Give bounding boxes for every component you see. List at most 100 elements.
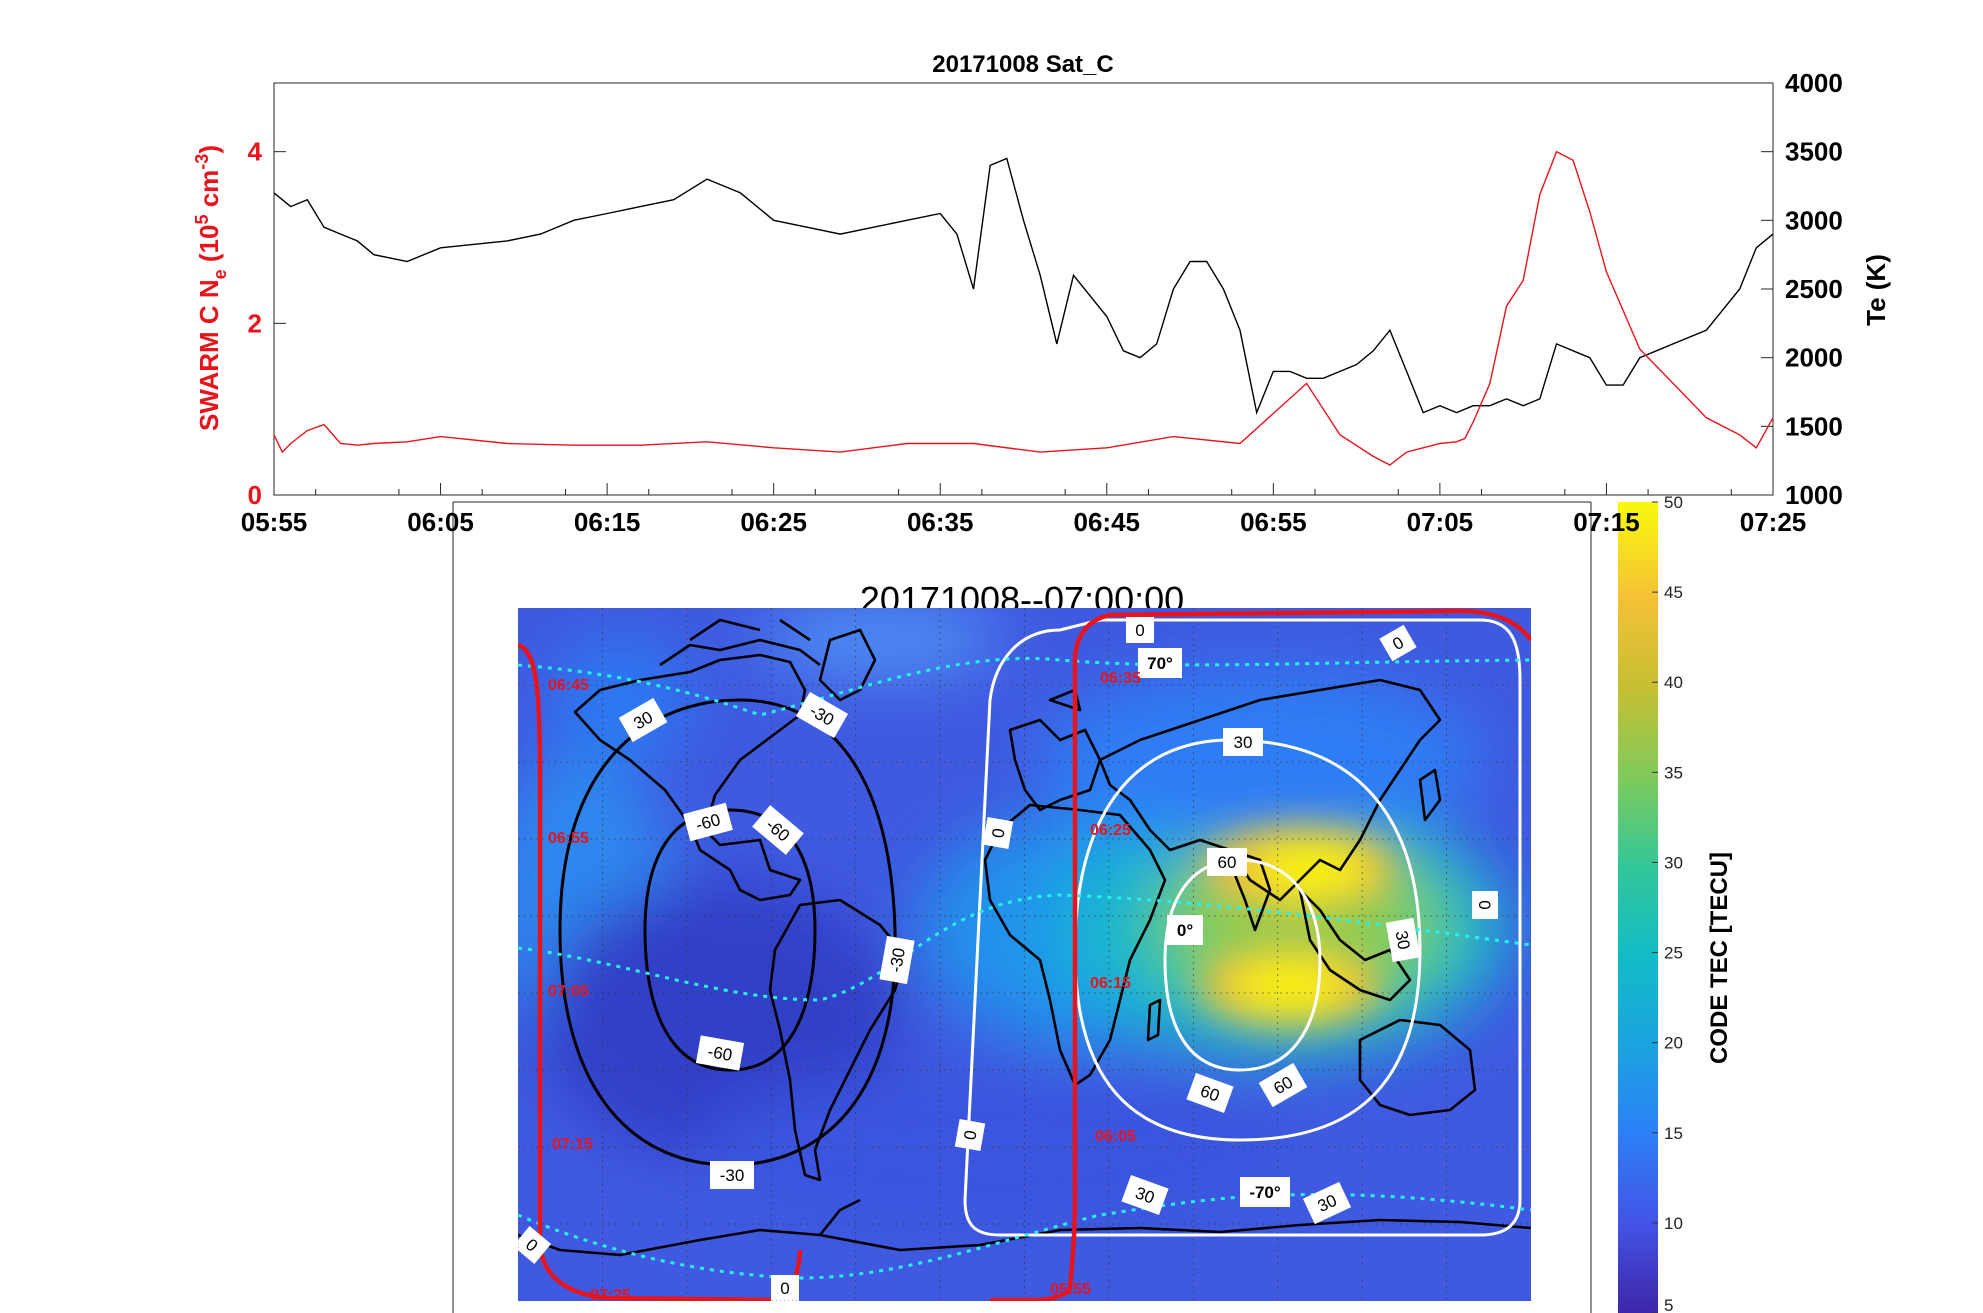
- southeast-asia-outline: [1298, 888, 1412, 1002]
- right-tick-label: 4000: [1785, 68, 1843, 98]
- right-tick-label: 3500: [1785, 137, 1843, 167]
- svg-text:-60: -60: [706, 1042, 734, 1065]
- left-axis-label-tail: (10: [194, 225, 224, 270]
- colorbar-tick-label: 35: [1664, 763, 1683, 782]
- colorbar-label: CODE TEC [TECU]: [1706, 852, 1733, 1064]
- track-time-labels: 06:45 06:55 07:05 07:15 07:25 06:35 06:2…: [548, 670, 1141, 1301]
- colorbar-tick-label: 50: [1664, 493, 1683, 512]
- contour-label-16: 30: [1121, 1175, 1169, 1215]
- track-time-0705: 07:05: [548, 983, 589, 1000]
- top-x-tick-label: 05:55: [241, 507, 308, 537]
- colorbar-tick-label: 25: [1664, 944, 1683, 963]
- colorbar-tick-label: 40: [1664, 673, 1683, 692]
- contour-label-11: 60: [1207, 848, 1247, 876]
- svg-text:70°: 70°: [1147, 654, 1173, 673]
- latitude-label-70s: -70°: [1240, 1177, 1290, 1207]
- svg-text:-30: -30: [886, 946, 909, 974]
- top-x-tick-label: 06:25: [740, 507, 807, 537]
- top-right-ticks: 1000 1500 2000 2500 3000 3500 4000: [1761, 68, 1843, 510]
- svg-text:0: 0: [988, 827, 1008, 840]
- svg-text:30: 30: [1392, 929, 1414, 951]
- maglat-70n: [518, 656, 1531, 717]
- contour-label-14: 60: [1186, 1073, 1234, 1113]
- left-axis-label-unit: cm: [194, 170, 224, 215]
- svg-text:0°: 0°: [1177, 921, 1193, 940]
- top-x-tick-label: 06:55: [1240, 507, 1307, 537]
- svg-text:30: 30: [1234, 733, 1253, 752]
- contour-labels: 30 -60 -60 -30 -60 -30 -30 0 0 30 60 0 3…: [518, 617, 1498, 1301]
- svg-text:-70°: -70°: [1249, 1183, 1281, 1202]
- top-x-tick-label: 07:25: [1740, 507, 1807, 537]
- left-tick-label: 0: [248, 480, 262, 510]
- te-series-line: [273, 157, 1774, 416]
- ne-series-line: [273, 150, 1774, 466]
- asia-outline: [1098, 678, 1442, 902]
- white-contours: [963, 618, 1522, 1237]
- colorbar-tick-label: 45: [1664, 583, 1683, 602]
- contour-label-19: 0: [982, 816, 1014, 850]
- contour-label-20: 0: [771, 1275, 799, 1301]
- svg-text:-30: -30: [720, 1166, 745, 1185]
- contour-label-6: -30: [710, 1161, 754, 1189]
- europe-outline: [1008, 688, 1102, 812]
- top-x-tick-label: 07:15: [1573, 507, 1640, 537]
- antarctic-peninsula-outline: [818, 1198, 861, 1236]
- canada-arctic-outline: [659, 618, 821, 667]
- colorbar: 50 45 40 35 30 25 20 15 10 5 CODE TEC [TECU]: [1618, 493, 1733, 1313]
- colorbar-tick-label: 5: [1664, 1296, 1673, 1313]
- top-chart-title: 20171008 Sat_C: [932, 51, 1113, 78]
- contour-label-12: 0: [1472, 891, 1498, 919]
- top-plot-area: [273, 82, 1774, 496]
- track-time-0655: 06:55: [548, 830, 589, 847]
- track-time-0605: 06:05: [1095, 1128, 1136, 1145]
- top-x-ticks: [273, 483, 1774, 495]
- contour-label-18: 0: [954, 1118, 986, 1152]
- contour-label-9: 0: [1379, 624, 1417, 662]
- latitude-labels: 70° 0° -70°: [1138, 648, 1290, 1207]
- track-time-0635: 06:35: [1100, 670, 1141, 687]
- colorbar-tick-label: 20: [1664, 1034, 1683, 1053]
- top-x-tick-label: 06:35: [907, 507, 974, 537]
- antarctica-outline: [518, 1218, 1531, 1257]
- left-tick-label: 2: [248, 308, 262, 338]
- satellite-track-2: [990, 1288, 1072, 1301]
- track-time-0625: 06:25: [1090, 822, 1131, 839]
- africa-outline: [983, 803, 1167, 1087]
- colorbar-tick-label: 30: [1664, 853, 1683, 872]
- contour-label-4: -30: [795, 691, 849, 739]
- top-chart: 20171008 Sat_C 0 2 4 1000 1500 2000 2500 3000 3…: [192, 51, 1891, 510]
- contour-label-10: 30: [1223, 728, 1263, 756]
- svg-text:0: 0: [780, 1279, 789, 1298]
- track-time-0555: 05:55: [1050, 1281, 1091, 1298]
- colorbar-ticks: 50 45 40 35 30 25 20 15 10 5: [1652, 493, 1683, 1313]
- madagascar-outline: [1146, 998, 1162, 1042]
- greenland-outline: [818, 628, 877, 702]
- contour-label-1: 30: [618, 697, 668, 743]
- colorbar-tick-label: 10: [1664, 1214, 1683, 1233]
- right-axis-label: Te (K): [1861, 254, 1891, 326]
- magnetic-latitude-lines: [518, 656, 1531, 1280]
- contour-label-2: -60: [683, 802, 733, 842]
- contour-label-5: -60: [695, 1035, 745, 1071]
- left-tick-label: 4: [248, 137, 263, 167]
- contour-label-3: -60: [752, 805, 804, 855]
- contour-label-7: -30: [879, 935, 915, 985]
- svg-text:0: 0: [960, 1129, 980, 1142]
- japan-outline: [1418, 768, 1442, 822]
- left-axis-label-sup5: 5: [192, 214, 212, 224]
- track-time-0615: 06:15: [1090, 975, 1131, 992]
- svg-text:60: 60: [1218, 853, 1237, 872]
- left-axis-label-sup: -3: [192, 154, 212, 170]
- track-time-0645: 06:45: [548, 677, 589, 694]
- left-axis-label-sub: e: [210, 269, 230, 279]
- right-tick-label: 3000: [1785, 205, 1843, 235]
- top-x-tick-label: 07:05: [1407, 507, 1474, 537]
- australia-outline: [1358, 1018, 1477, 1117]
- left-axis-label: SWARM C Ne (105 cm-3): [192, 145, 230, 431]
- colorbar-gradient: [1618, 502, 1658, 1313]
- top-x-tick-labels: 05:55 06:05 06:15 06:25 06:35 06:45 06:55 07:05…: [241, 507, 1807, 537]
- latitude-label-70n: 70°: [1138, 648, 1182, 678]
- svg-text:0: 0: [1475, 900, 1494, 909]
- top-left-ticks: 0 2 4: [248, 137, 286, 510]
